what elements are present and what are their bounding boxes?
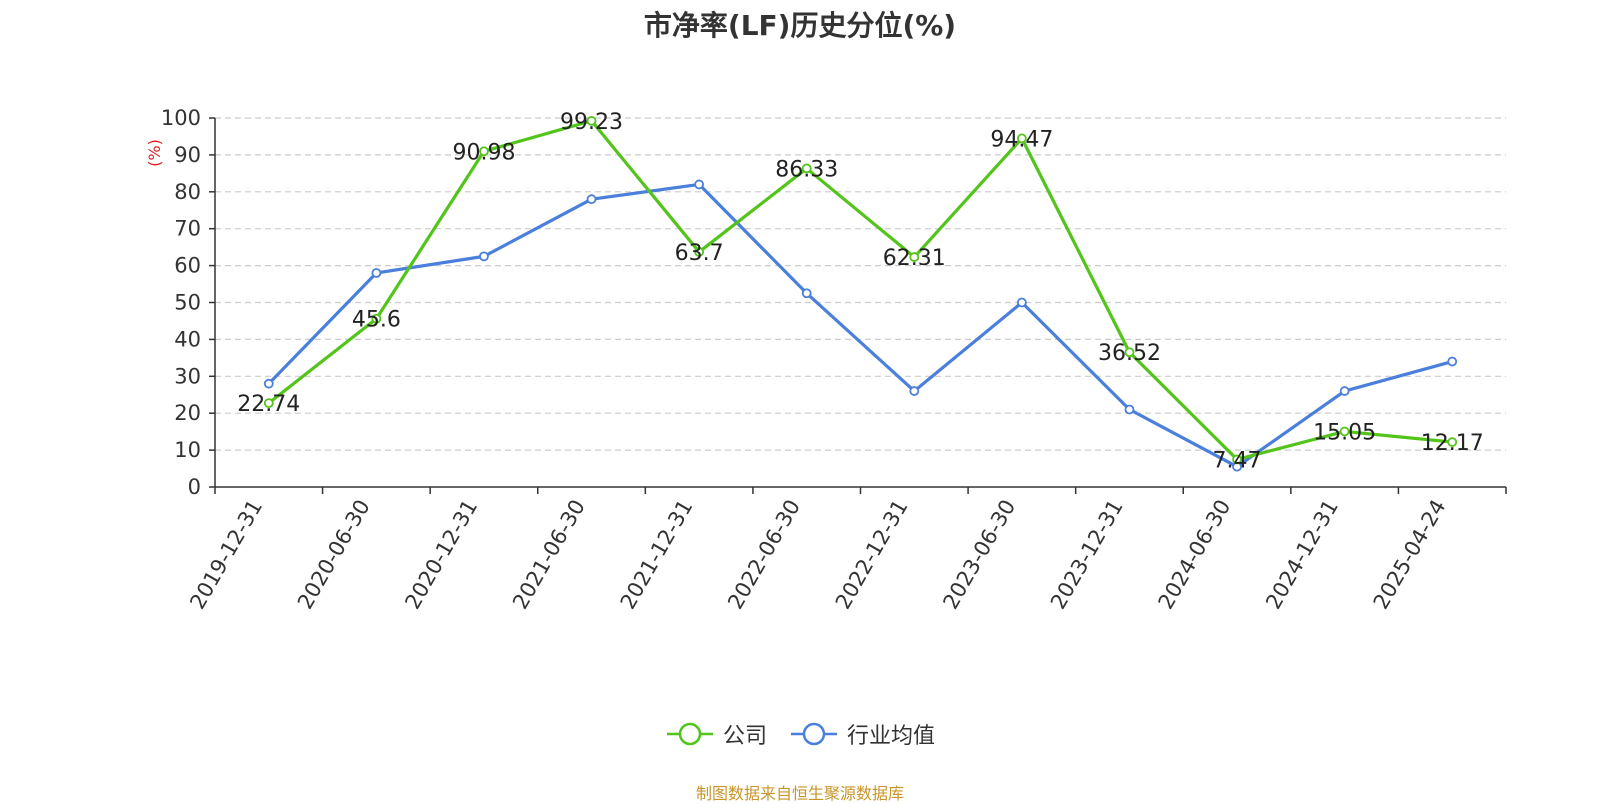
legend-circle <box>802 722 826 746</box>
data-label: 90.98 <box>452 140 515 165</box>
data-label: 7.47 <box>1213 448 1262 473</box>
data-point-company <box>1232 454 1242 465</box>
data-point-industry <box>479 251 489 262</box>
legend-item-company[interactable]: 公司 <box>665 718 767 750</box>
legend-circle <box>678 722 702 746</box>
legend-line-circle-icon <box>791 722 837 746</box>
data-label: 63.7 <box>675 241 724 266</box>
data-label: 45.6 <box>352 308 401 333</box>
data-point-industry <box>1447 356 1458 367</box>
data-label: 99.23 <box>560 110 623 135</box>
data-point-industry <box>694 179 705 190</box>
y-tick-label: 0 <box>188 475 201 499</box>
data-label: 22.74 <box>237 392 300 417</box>
data-point-industry <box>371 268 382 278</box>
data-point-industry <box>263 378 274 389</box>
y-tick-label: 50 <box>174 291 201 315</box>
series-line-company <box>267 119 1453 462</box>
data-point-company <box>694 247 705 257</box>
data-point-industry <box>909 386 920 396</box>
x-tick-label: 2023-06-30 <box>938 496 1020 614</box>
data-point-industry <box>1124 404 1135 415</box>
x-tick-label: 2024-06-30 <box>1154 496 1236 614</box>
x-tick-label: 2021-12-31 <box>616 496 698 614</box>
chart-title: 市净率(LF)历史分位(%) <box>643 9 957 42</box>
data-point-company <box>263 398 274 408</box>
legend-item-industry[interactable]: 行业均值 <box>789 718 935 750</box>
data-point-industry <box>1016 297 1027 308</box>
data-point-industry <box>801 288 812 299</box>
data-point-company <box>909 252 920 262</box>
y-tick-label: 80 <box>174 180 201 204</box>
x-tick-label: 2022-06-30 <box>723 496 805 614</box>
source-note: 制图数据来自恒生聚源数据库 <box>695 784 904 803</box>
legend-label: 公司 <box>722 724 767 749</box>
data-label: 15.05 <box>1313 420 1376 445</box>
x-tick-label: 2025-04-24 <box>1369 496 1451 614</box>
chart-plot: 0 10 20 30 40 50 60 70 80 90 100 (%) 2019-12-31 2020-… <box>145 106 1507 614</box>
y-tick-label: 70 <box>174 217 201 241</box>
y-axis-label: (%) <box>145 139 164 167</box>
x-tick-label: 2022-12-31 <box>831 496 913 614</box>
data-point-company <box>1016 133 1027 144</box>
x-tick-label: 2023-12-31 <box>1046 496 1128 614</box>
y-tick-label: 60 <box>174 254 201 278</box>
y-tick-label: 100 <box>161 106 201 130</box>
data-point-company <box>801 163 812 174</box>
x-tick-label: 2024-12-31 <box>1261 496 1343 614</box>
y-tick-label: 10 <box>174 438 201 462</box>
data-label: 12.17 <box>1421 431 1484 456</box>
x-tick-label: 2020-12-31 <box>400 496 482 614</box>
y-tick-label: 40 <box>174 327 201 351</box>
chart-legend: 公司 行业均值 <box>0 718 1600 750</box>
data-point-industry <box>586 194 597 205</box>
y-tick-label: 90 <box>174 143 201 167</box>
data-point-company <box>1447 437 1458 447</box>
data-label: 94.47 <box>990 127 1053 152</box>
x-tick-label: 2021-06-30 <box>508 496 590 614</box>
data-point-company <box>479 146 489 157</box>
data-label: 62.31 <box>883 246 946 271</box>
y-tick-label: 20 <box>174 401 201 425</box>
y-tick-label: 30 <box>174 364 201 388</box>
legend-label: 行业均值 <box>847 724 936 749</box>
legend-line-circle-icon <box>666 722 713 746</box>
data-point-industry <box>1339 386 1350 396</box>
data-point-company <box>371 313 382 324</box>
data-label: 86.33 <box>775 157 838 182</box>
data-point-company <box>1339 426 1350 437</box>
data-point-company <box>586 115 597 126</box>
x-tick-label: 2019-12-31 <box>185 496 267 614</box>
data-label: 36.52 <box>1098 341 1161 366</box>
x-tick-label: 2020-06-30 <box>293 496 375 614</box>
series-line-industry <box>267 182 1453 469</box>
data-point-company <box>1124 347 1135 358</box>
